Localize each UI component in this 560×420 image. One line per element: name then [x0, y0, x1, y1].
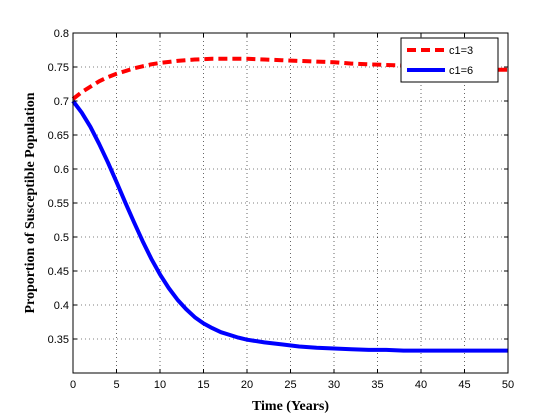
y-tick-label: 0.5 [54, 232, 69, 244]
y-axis-label: Proportion of Susceptible Population [23, 92, 38, 313]
legend-label: c1=6 [449, 65, 473, 77]
y-tick-label: 0.7 [54, 96, 69, 108]
y-tick-label: 0.6 [54, 164, 69, 176]
x-axis-label: Time (Years) [252, 399, 329, 414]
x-tick-label: 35 [371, 379, 383, 391]
axis-ticks: 0 5 10 15 20 25 30 35 40 45 50 0.35 0.4 0.45 0.5 0.55 0.… [48, 28, 515, 391]
grid [73, 33, 508, 373]
x-tick-label: 45 [458, 379, 470, 391]
x-tick-label: 40 [415, 379, 427, 391]
y-tick-label: 0.45 [48, 266, 69, 278]
y-tick-label: 0.4 [54, 300, 69, 312]
x-tick-label: 15 [197, 379, 209, 391]
y-tick-label: 0.8 [54, 28, 69, 40]
series-line-2 [71, 99, 508, 353]
y-tick-label: 0.35 [48, 334, 69, 346]
x-tick-label: 0 [70, 379, 76, 391]
x-tick-label: 10 [154, 379, 166, 391]
x-tick-label: 30 [328, 379, 340, 391]
legend-label: c1=3 [449, 45, 473, 57]
x-tick-label: 20 [241, 379, 253, 391]
legend-box [400, 37, 499, 83]
legend: c1=3 c1=6 [400, 37, 499, 83]
y-tick-label: 0.55 [48, 198, 69, 210]
y-tick-label: 0.65 [48, 130, 69, 142]
x-tick-label: 25 [284, 379, 296, 391]
x-tick-label: 5 [113, 379, 119, 391]
x-tick-label: 50 [502, 379, 514, 391]
y-tick-label: 0.75 [48, 62, 69, 74]
